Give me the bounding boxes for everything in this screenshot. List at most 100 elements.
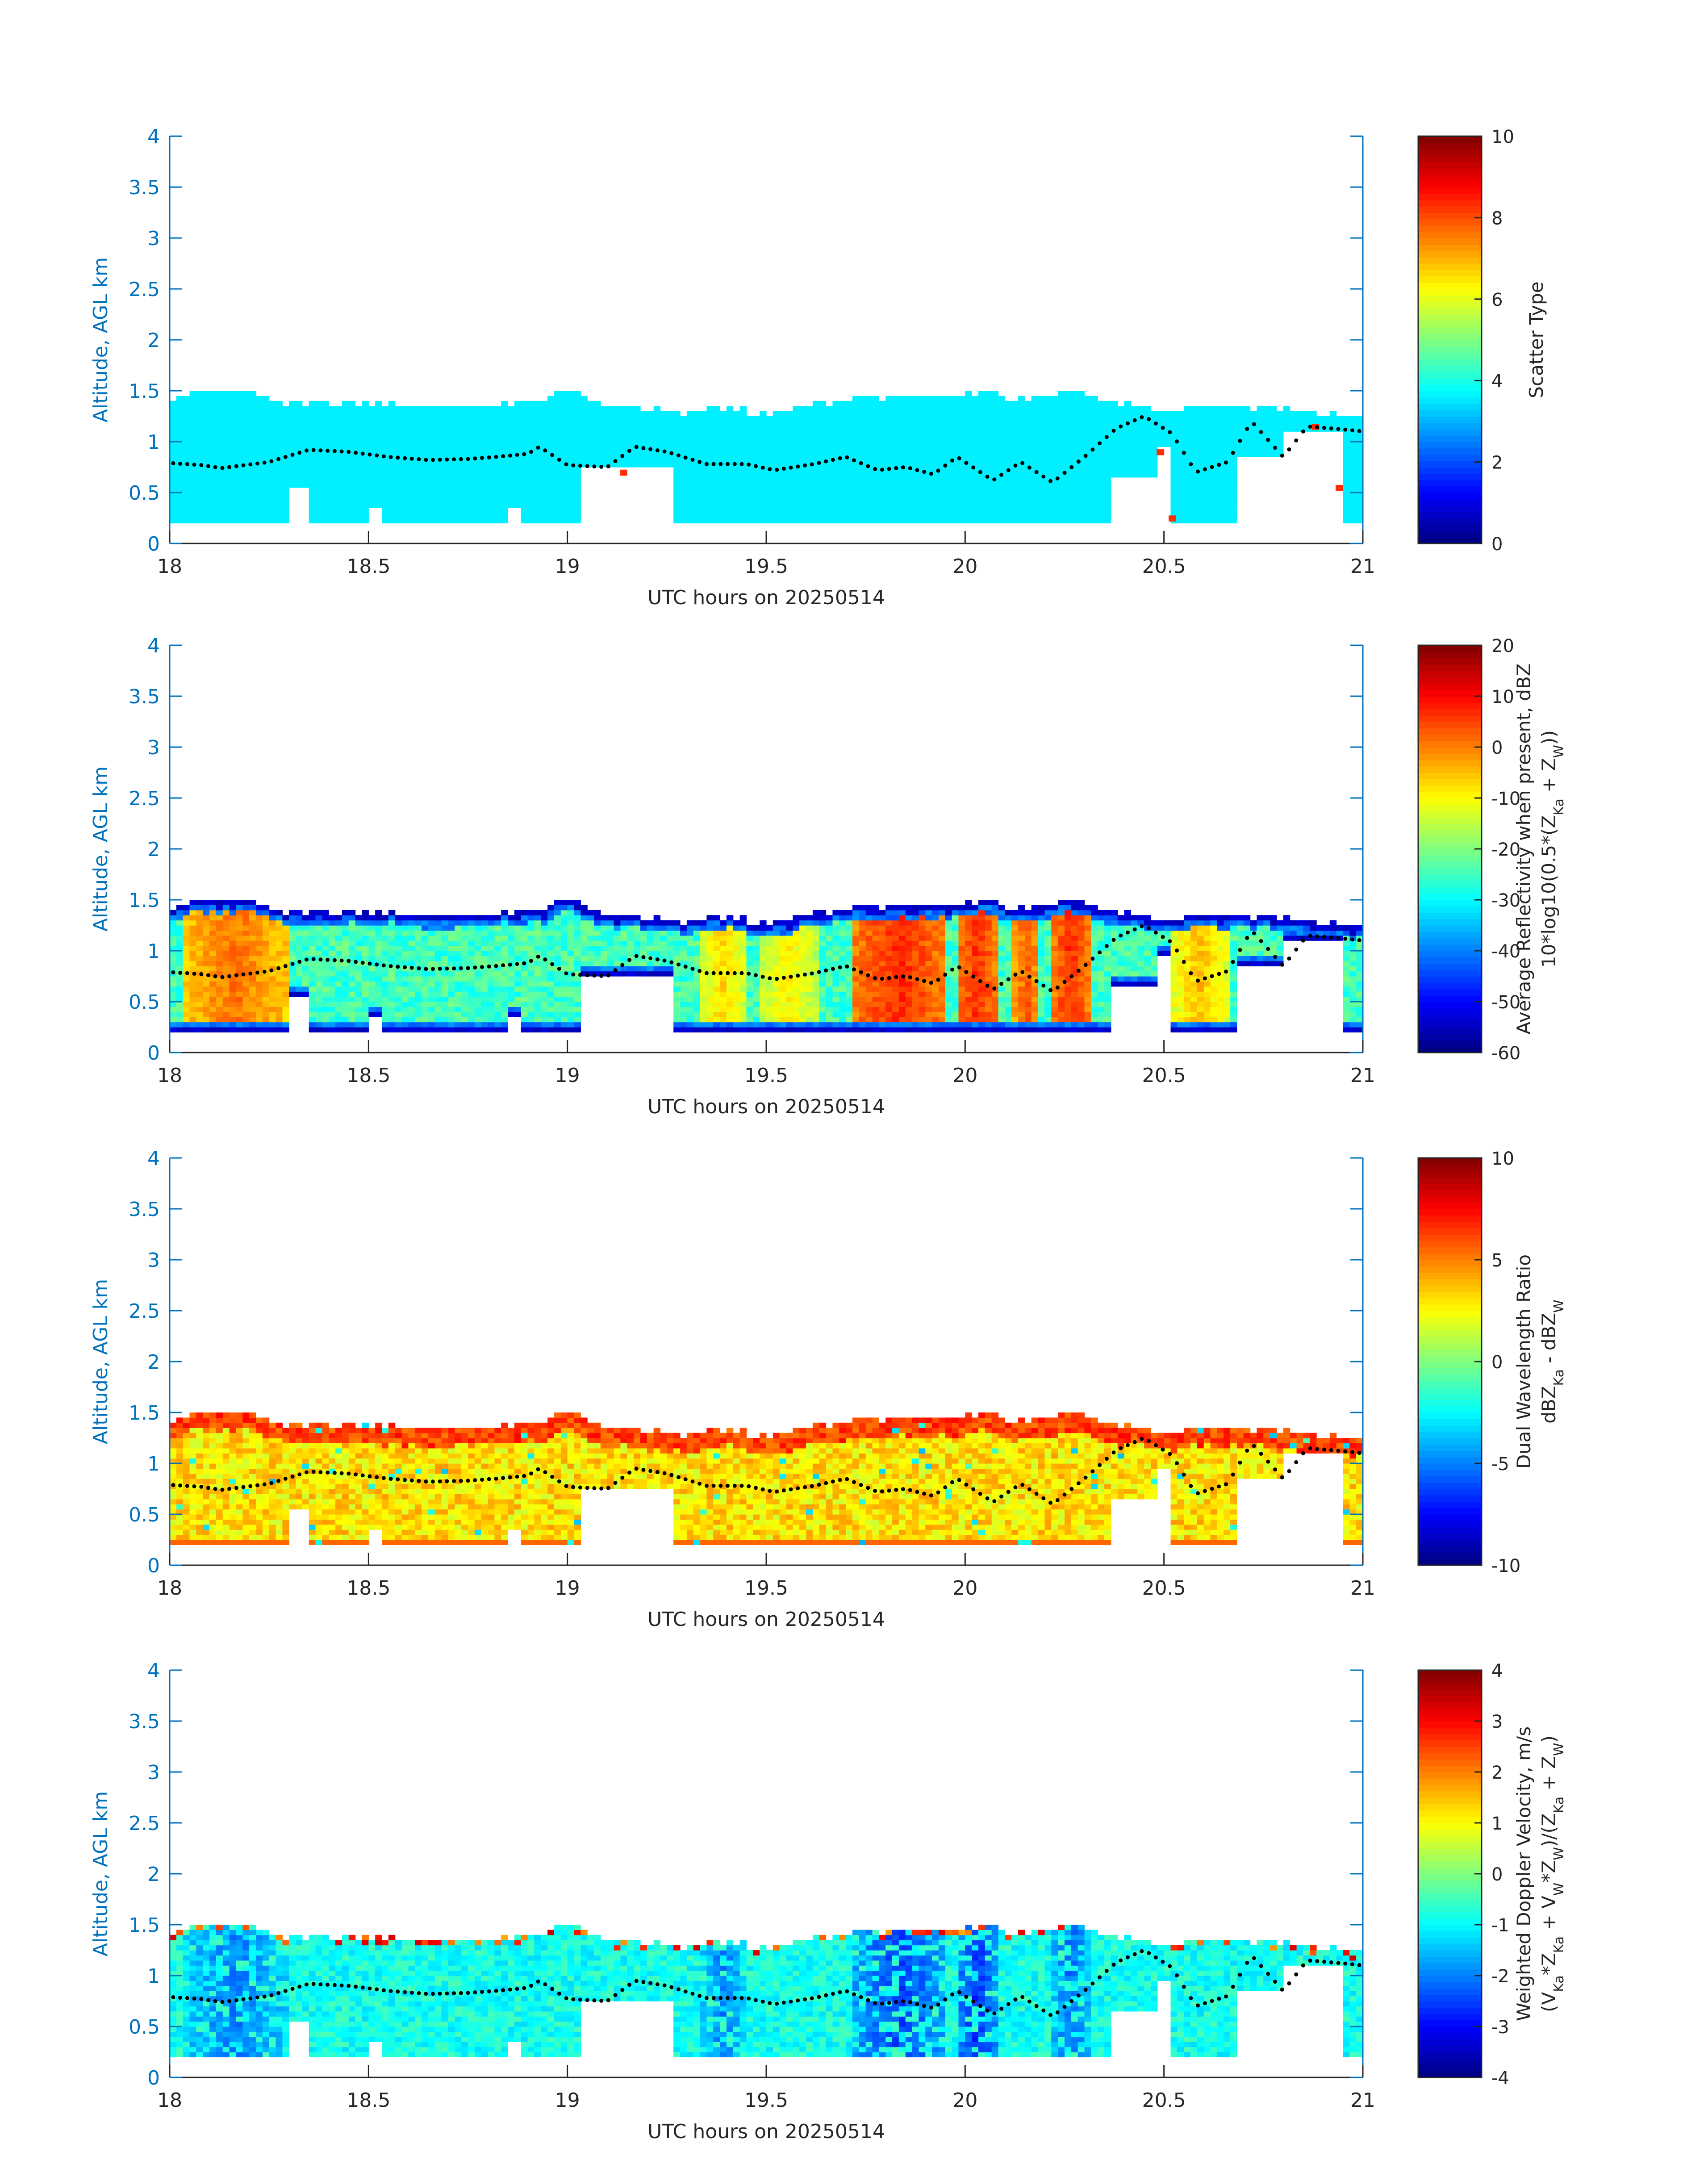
heatmap-cell [355, 462, 362, 468]
heatmap-cell [1144, 472, 1151, 477]
heatmap-cell [574, 426, 581, 432]
heatmap-cell [925, 437, 932, 442]
heatmap-cell [541, 488, 547, 493]
heatmap-cell [985, 416, 992, 422]
heatmap-cell [879, 513, 885, 518]
heatmap-cell [368, 1012, 375, 1017]
heatmap-cell [547, 457, 554, 462]
heatmap-cell [906, 493, 912, 498]
heatmap-cell [276, 497, 283, 503]
heatmap-cell [780, 447, 786, 452]
heatmap-cell [1277, 411, 1283, 417]
heatmap-cell [494, 467, 501, 472]
heatmap-cell [170, 940, 176, 946]
heatmap-cell [693, 497, 700, 503]
heatmap-cell [494, 508, 501, 513]
heatmap-cell [740, 488, 747, 493]
heatmap-cell [806, 467, 813, 472]
heatmap-cell [296, 431, 302, 437]
heatmap-cell [448, 508, 455, 513]
heatmap-cell [568, 518, 574, 523]
heatmap-cell [813, 518, 819, 523]
heatmap-cell [766, 421, 773, 426]
heatmap-cell [209, 477, 216, 483]
heatmap-cell [700, 472, 707, 477]
heatmap-cell [170, 421, 176, 426]
heatmap-cell [673, 411, 680, 417]
heatmap-cell [435, 508, 442, 513]
heatmap-cell [706, 452, 713, 457]
level-dot [459, 457, 463, 461]
colorbar-step [1418, 422, 1482, 429]
heatmap-cell [1104, 406, 1111, 411]
heatmap-cell [508, 421, 514, 426]
heatmap-cell [601, 442, 607, 447]
heatmap-cell [402, 482, 409, 488]
heatmap-cell [879, 442, 885, 447]
heatmap-cell [375, 971, 382, 977]
heatmap-cell [919, 442, 925, 447]
level-dot [705, 462, 709, 466]
heatmap-cell [435, 503, 442, 508]
level-dot [627, 449, 631, 453]
heatmap-cell [408, 981, 415, 986]
heatmap-cell [945, 497, 952, 503]
heatmap-cell [673, 477, 680, 483]
heatmap-cell [647, 462, 654, 468]
heatmap-cell [1031, 431, 1038, 437]
heatmap-cell [1349, 508, 1356, 513]
heatmap-cell [958, 477, 965, 483]
heatmap-cell [1011, 457, 1018, 462]
heatmap-cell [362, 986, 368, 992]
heatmap-cell [985, 467, 992, 472]
heatmap-cell [282, 1012, 289, 1017]
level-dot [606, 464, 610, 468]
heatmap-cell [236, 920, 242, 926]
heatmap-cell [435, 1007, 442, 1012]
heatmap-cell [402, 426, 409, 432]
heatmap-cell [242, 1027, 249, 1032]
heatmap-cell [488, 472, 495, 477]
heatmap-cell [998, 437, 1005, 442]
heatmap-cell [176, 910, 183, 915]
heatmap-cell [866, 488, 873, 493]
heatmap-cell [793, 442, 799, 447]
heatmap-cell [183, 447, 190, 452]
heatmap-cell [415, 1017, 422, 1022]
heatmap-cell [183, 1027, 190, 1032]
heatmap-cell [329, 1027, 335, 1032]
heatmap-cell [1038, 396, 1045, 401]
heatmap-cell [263, 910, 269, 915]
heatmap-cell [190, 411, 196, 417]
heatmap-cell [568, 431, 574, 437]
heatmap-cell [700, 437, 707, 442]
heatmap-cell [249, 497, 256, 503]
heatmap-cell [289, 991, 296, 997]
heatmap-cell [554, 488, 561, 493]
level-dot [571, 464, 575, 468]
heatmap-cell [614, 416, 621, 422]
heatmap-cell [687, 426, 693, 432]
heatmap-cell [819, 472, 826, 477]
heatmap-cell [879, 508, 885, 513]
heatmap-cell [368, 493, 375, 498]
heatmap-cell [382, 1022, 388, 1028]
heatmap-cell [925, 411, 932, 417]
heatmap-cell [196, 416, 203, 422]
heatmap-cell [435, 976, 442, 982]
colorbar-step [1418, 270, 1482, 276]
heatmap-cell [263, 1017, 269, 1022]
heatmap-cell [687, 493, 693, 498]
heatmap-cell [760, 497, 766, 503]
heatmap-cell [309, 437, 316, 442]
heatmap-cell [388, 1017, 395, 1022]
heatmap-cell [727, 488, 733, 493]
heatmap-cell [481, 477, 488, 483]
heatmap-cell [680, 431, 687, 437]
level-dot [234, 464, 238, 468]
heatmap-cell [958, 493, 965, 498]
heatmap-cell [1098, 472, 1104, 477]
heatmap-cell [919, 503, 925, 508]
heatmap-cell [1011, 411, 1018, 417]
heatmap-cell [230, 447, 236, 452]
